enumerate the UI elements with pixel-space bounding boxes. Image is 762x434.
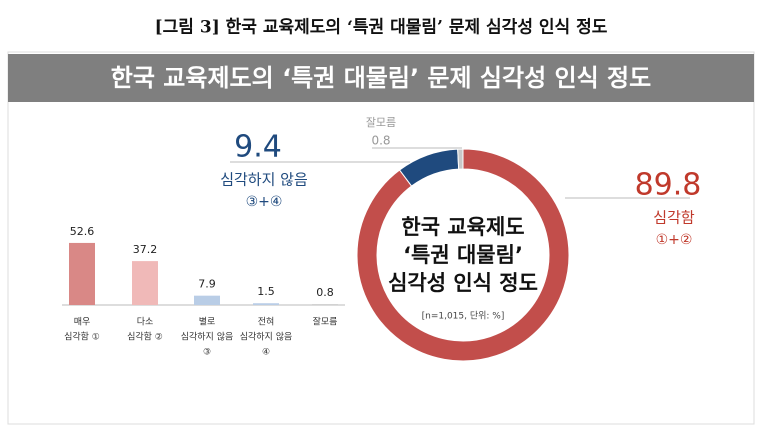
bar — [253, 303, 279, 305]
x-tick-label: 전혀 — [258, 317, 275, 328]
x-tick-label: 심각함 ② — [127, 331, 163, 343]
x-tick-label: 매우 — [74, 317, 91, 328]
x-tick-label: 별로 — [199, 317, 216, 328]
value-label: 1.5 — [257, 285, 275, 298]
donut-slice — [457, 148, 464, 170]
panel — [7, 51, 755, 425]
value-label: 89.8 — [635, 168, 702, 203]
banner — [8, 54, 754, 102]
x-tick-label: 잘모름 — [313, 316, 338, 328]
slice-label: 잘모름 — [366, 116, 396, 129]
bar — [69, 242, 95, 305]
x-tick-label: ③ — [203, 348, 211, 358]
center-text: 한국 교육제도 — [401, 215, 524, 239]
bar — [312, 304, 338, 305]
slice-code: ①+② — [656, 232, 693, 248]
value-label: 0.8 — [371, 134, 390, 148]
bar — [132, 261, 158, 305]
x-tick-label: 심각하지 않음 — [181, 331, 234, 343]
slice-label: 심각함 — [653, 209, 695, 227]
note: [n=1,015, 단위: %] — [422, 311, 505, 322]
chart-area: 한국 교육제도 ‘특권 대물림’ 심각성 인식 정도 [n=1,015, 단위: %]… — [64, 116, 702, 362]
value-label: 52.6 — [70, 225, 95, 238]
slice-label: 심각하지 않음 — [220, 171, 308, 189]
center-text: ‘특권 대물림’ — [403, 243, 523, 267]
center-text: 심각성 인식 정도 — [388, 271, 538, 295]
slice-code: ③+④ — [246, 194, 283, 210]
x-tick-label: 심각하지 않음 — [240, 331, 293, 343]
value-label: 0.8 — [316, 286, 334, 299]
value-label: 7.9 — [198, 278, 216, 291]
x-tick-label: 심각함 ① — [64, 331, 100, 343]
donut-slice — [356, 148, 570, 362]
banner-title: 한국 교육제도의 ‘특권 대물림’ 문제 심각성 인식 정도 — [111, 64, 651, 92]
x-tick-label: 다소 — [137, 317, 154, 328]
value-label: 37.2 — [133, 243, 158, 256]
value-label: 9.4 — [234, 130, 282, 165]
figure-caption: [그림 3] 한국 교육제도의 ‘특권 대물림’ 문제 심각성 인식 정도 — [155, 18, 608, 38]
x-tick-label: ④ — [262, 348, 270, 358]
bar — [194, 295, 220, 305]
